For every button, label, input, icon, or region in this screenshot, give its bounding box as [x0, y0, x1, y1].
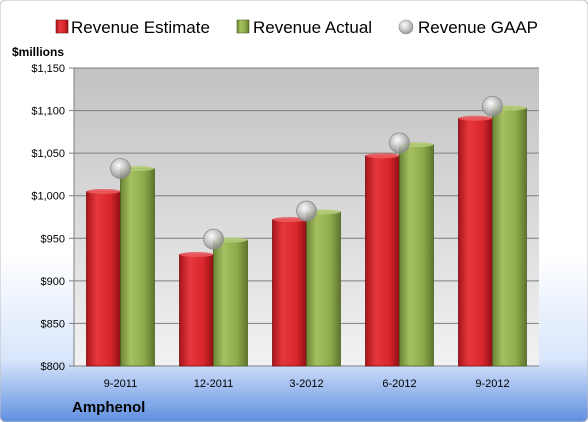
y-tick-label: $950 — [41, 233, 65, 245]
legend-marker-gaap — [398, 19, 414, 35]
bar-estimate — [86, 191, 121, 367]
x-axis-ticks: 9-2011 12-2011 3-2012 6-2012 9-2012 — [104, 378, 510, 390]
bar-estimate — [458, 117, 493, 367]
x-tick-label: 12-2011 — [194, 378, 234, 390]
gaap-markers — [110, 95, 503, 250]
gaap-marker — [296, 200, 317, 222]
y-axis-ticks: $800 $850 $900 $950 $1,000 $1,050 $1,100 $1,150 — [31, 63, 75, 373]
bar-estimate-top — [458, 115, 493, 121]
legend-swatch-actual — [236, 19, 250, 34]
y-tick-label: $900 — [41, 276, 65, 288]
bar-estimate-top — [179, 251, 214, 257]
legend: Revenue Estimate Revenue Actual Revenue … — [55, 18, 538, 37]
legend-swatch-estimate — [55, 19, 69, 34]
y-tick-label: $850 — [41, 318, 65, 330]
bar-actual — [306, 211, 341, 367]
gaap-marker — [389, 132, 410, 154]
x-tick-label: 9-2012 — [475, 378, 509, 390]
x-tick-label: 9-2011 — [104, 378, 137, 390]
x-tick-label: 6-2012 — [382, 378, 416, 390]
bar-estimate — [365, 155, 400, 367]
bars — [86, 105, 527, 367]
legend-label-actual: Revenue Actual — [253, 18, 372, 37]
legend-item-gaap: Revenue GAAP — [398, 18, 538, 37]
bar-actual — [492, 107, 527, 367]
bar-actual — [213, 239, 248, 367]
gaap-marker — [482, 95, 503, 117]
bar-actual — [399, 144, 434, 367]
legend-item-actual: Revenue Actual — [236, 18, 372, 37]
bar-actual — [120, 168, 155, 367]
legend-label-estimate: Revenue Estimate — [71, 18, 210, 37]
company-label: Amphenol — [72, 399, 145, 416]
y-tick-label: $1,150 — [31, 63, 65, 75]
y-tick-label: $800 — [41, 361, 65, 373]
y-tick-label: $1,050 — [31, 148, 65, 160]
bar-estimate — [272, 219, 307, 367]
legend-item-estimate: Revenue Estimate — [55, 18, 210, 37]
gaap-marker — [110, 158, 131, 179]
y-tick-label: $1,000 — [31, 191, 65, 203]
y-axis-label: $millions — [12, 45, 64, 59]
bar-estimate-top — [272, 217, 307, 223]
y-tick-label: $1,100 — [31, 106, 65, 118]
gaap-marker — [203, 228, 224, 250]
bar-estimate-top — [365, 153, 400, 159]
x-tick-label: 3-2012 — [289, 378, 323, 390]
legend-label-gaap: Revenue GAAP — [418, 18, 538, 37]
bar-estimate — [179, 254, 214, 367]
bar-estimate-top — [86, 188, 121, 194]
